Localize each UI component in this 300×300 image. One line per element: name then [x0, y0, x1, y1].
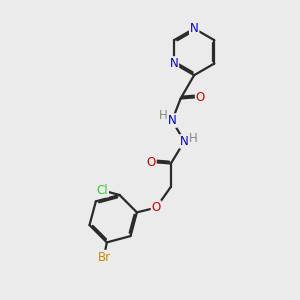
Text: Cl: Cl — [97, 184, 108, 196]
Text: N: N — [190, 22, 199, 35]
Text: O: O — [196, 91, 205, 104]
Text: N: N — [169, 57, 178, 70]
Text: H: H — [159, 109, 168, 122]
Text: O: O — [147, 156, 156, 169]
Text: O: O — [152, 201, 161, 214]
Text: N: N — [168, 114, 176, 127]
Text: Br: Br — [98, 250, 111, 264]
Text: N: N — [180, 135, 189, 148]
Text: H: H — [189, 133, 197, 146]
